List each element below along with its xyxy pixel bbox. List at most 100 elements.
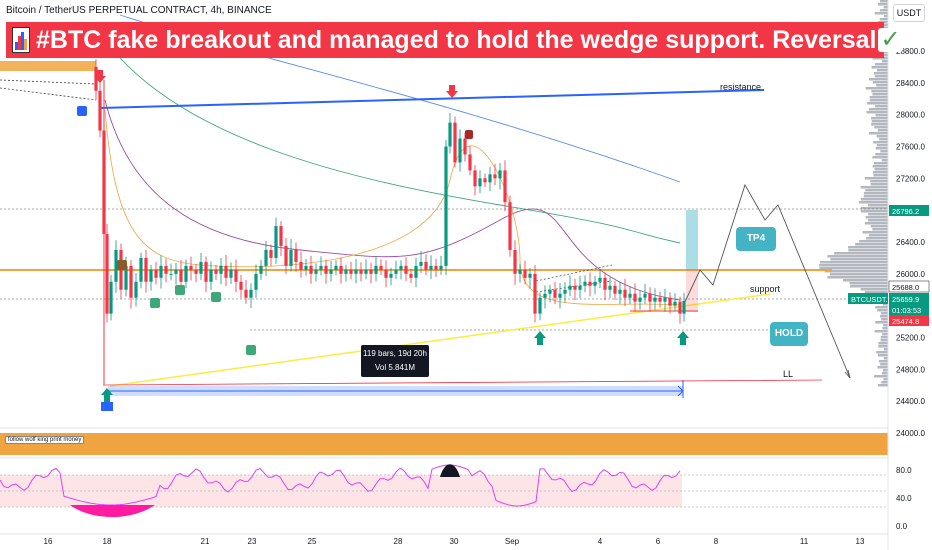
candle-body — [254, 273, 258, 290]
candle-body — [244, 289, 248, 298]
price-tag — [888, 280, 930, 293]
price-tag — [889, 293, 929, 304]
price-tick-label: 28400.0 — [896, 79, 925, 88]
candle-body — [533, 273, 537, 314]
candle-body — [199, 261, 203, 274]
candle-body — [109, 281, 113, 314]
price-tick-label: 26000.0 — [896, 270, 925, 279]
candle-body — [434, 265, 438, 270]
range-tooltip: 119 bars, 19d 20h Vol 5.841M — [361, 345, 429, 377]
candle-body — [374, 265, 378, 274]
candle-body — [129, 265, 133, 298]
candle-body — [513, 249, 517, 274]
candle-body — [179, 269, 183, 282]
candle-body — [144, 257, 148, 282]
price-tags: 26796.2 25688.0 BTCUSDT.P 25659.9 01:03:53 25… — [848, 205, 930, 326]
candle-body — [214, 269, 218, 274]
candle-body — [149, 269, 153, 282]
candle-body — [414, 265, 418, 278]
candle-body — [339, 265, 343, 274]
candle-body — [608, 285, 612, 290]
candle-body — [663, 297, 667, 302]
range-tooltip-bars: 119 bars, 19d 20h — [363, 349, 427, 358]
candle-body — [139, 257, 143, 282]
candle-body — [653, 297, 657, 302]
time-tick-label: 8 — [714, 537, 719, 546]
candle-body — [98, 90, 102, 131]
candle-body — [453, 122, 457, 163]
candle-body — [588, 281, 592, 286]
price-tag-text: BTCUSDT.P — [851, 295, 893, 304]
candle-body — [369, 269, 373, 274]
candle-body — [279, 226, 283, 246]
price-tick-label: 25200.0 — [896, 334, 925, 343]
osc-tick-label: 80.0 — [896, 466, 912, 475]
ma-green — [104, 39, 681, 244]
ll-label: LL — [783, 369, 793, 379]
candle-body — [548, 289, 552, 294]
candle-body — [389, 273, 393, 278]
check-mark-icon: ✓ — [878, 26, 903, 53]
ll-line — [104, 379, 823, 386]
candle-body — [379, 265, 383, 270]
price-tick-label: 27600.0 — [896, 143, 925, 152]
candle-body — [488, 174, 492, 183]
candle-body — [424, 261, 428, 270]
projection-path — [682, 183, 851, 379]
candle-body — [508, 202, 512, 250]
candle-body — [448, 122, 452, 147]
price-tick-label: 28800.0 — [896, 47, 925, 56]
time-tick-label: 13 — [856, 537, 865, 546]
candle-body — [239, 281, 243, 290]
candle-body — [558, 293, 562, 298]
candle-body — [289, 249, 293, 266]
candle-body — [518, 269, 522, 274]
price-axis[interactable]: 28800.028400.028000.027600.027200.026800… — [896, 47, 925, 438]
candle-body — [583, 281, 587, 286]
candle-body — [409, 273, 413, 278]
candle-body — [678, 301, 682, 314]
candle-body — [284, 245, 288, 266]
candle-body — [578, 285, 582, 290]
price-tick-label: 24000.0 — [896, 429, 925, 438]
time-tick-label: 16 — [44, 537, 53, 546]
candle-body — [543, 293, 547, 298]
candle-body — [483, 178, 487, 183]
symbol-header: Bitcoin / TetherUS PERPETUAL CONTRACT, 4… — [6, 5, 272, 16]
candle-body — [473, 170, 477, 187]
idea-title: #BTC fake breakout and managed to hold t… — [36, 25, 877, 54]
hold-label: HOLD — [770, 322, 808, 346]
candle-body — [568, 285, 572, 290]
candle-body — [209, 269, 213, 282]
candle-body — [553, 289, 557, 298]
candle-body — [169, 273, 173, 275]
candle-body — [264, 249, 268, 266]
candle-body — [354, 269, 358, 274]
time-tick-label: 25 — [308, 537, 317, 546]
currency-button[interactable]: USDT — [893, 4, 925, 22]
candle-body — [618, 289, 622, 294]
candle-body — [229, 269, 233, 278]
time-tick-label: 30 — [450, 537, 459, 546]
candle-body — [324, 265, 328, 274]
osc-tick-label: 40.0 — [896, 494, 912, 503]
candle-body — [682, 300, 686, 314]
candle-body — [498, 170, 502, 179]
candle-body — [294, 249, 298, 262]
time-tick-label: 11 — [800, 537, 809, 546]
osc-tick-label: 0.0 — [896, 522, 908, 531]
candle-body — [668, 297, 672, 306]
price-tag — [889, 315, 929, 326]
candle-body — [463, 138, 467, 155]
candle-body — [394, 269, 398, 274]
candle-body — [105, 234, 109, 314]
candle-body — [314, 269, 318, 274]
candle-body — [114, 249, 118, 282]
candle-body — [319, 265, 323, 270]
orange-zone — [0, 61, 96, 71]
candle-body — [359, 269, 363, 274]
candle-body — [613, 285, 617, 294]
osc-axis: 80.0 40.0 0.0 — [896, 466, 912, 531]
candle-body — [643, 293, 647, 298]
time-axis[interactable]: 16 18 21 23 25 28 30 Sep 4 6 8 11 13 — [44, 537, 865, 546]
